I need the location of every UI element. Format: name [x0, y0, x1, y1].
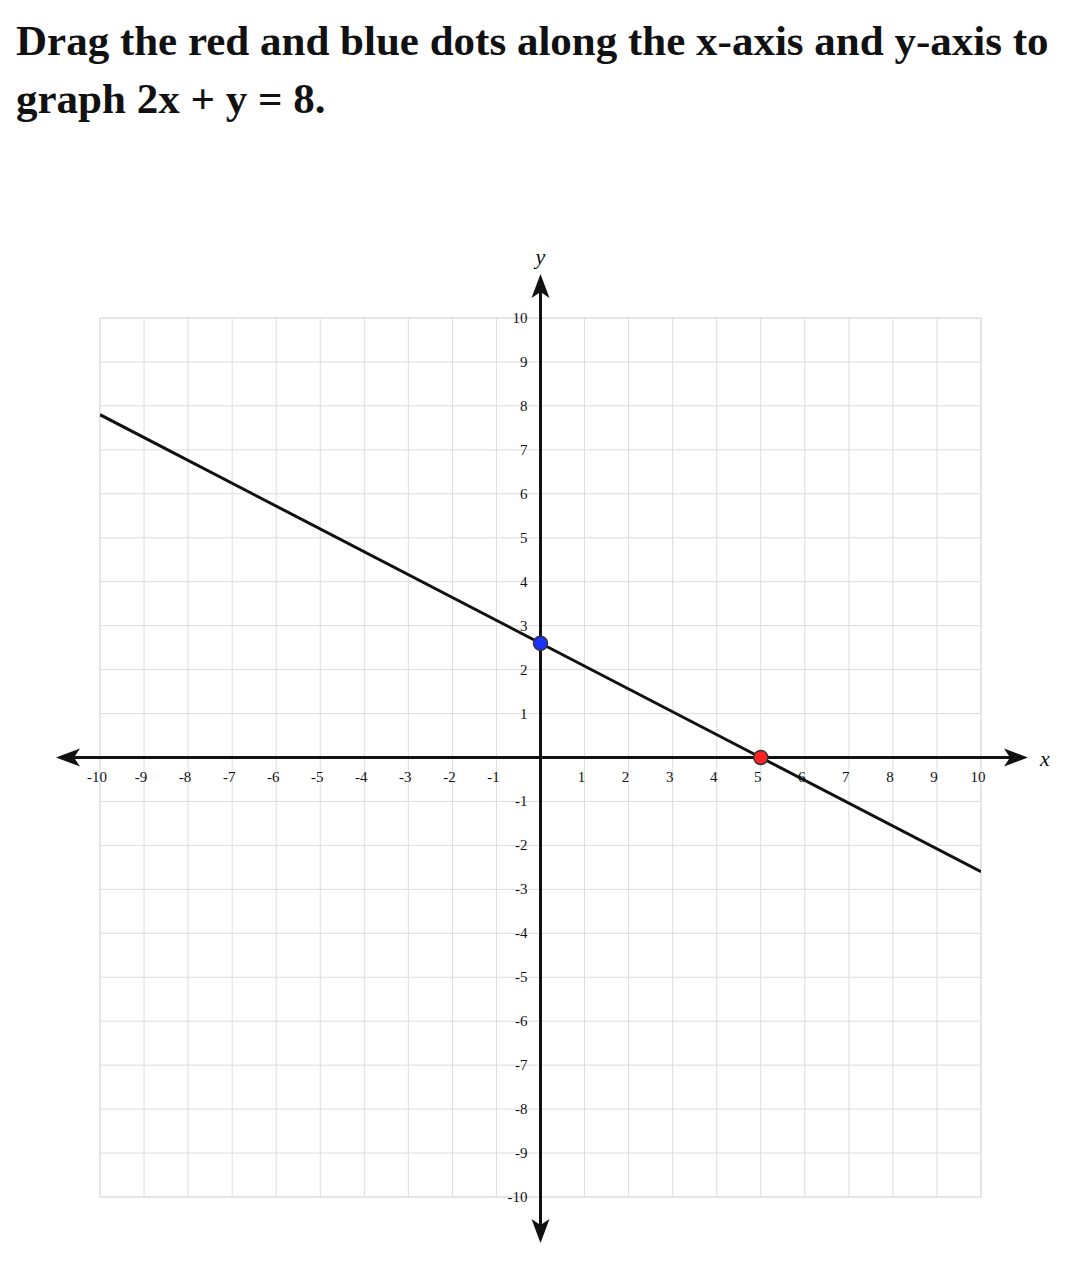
x-tick-label: 1 [578, 769, 586, 785]
y-tick-label: 9 [520, 354, 528, 370]
x-tick-label: -5 [311, 769, 324, 785]
line-extension [100, 415, 541, 644]
y-tick-label: 8 [520, 398, 528, 414]
x-tick-label: -8 [179, 769, 192, 785]
y-tick-label: 3 [520, 618, 528, 634]
y-axis-arrow [532, 274, 550, 298]
x-tick-label: -3 [399, 769, 412, 785]
y-axis-arrow [532, 1219, 550, 1243]
title: Drag the red and blue dots along the x-a… [16, 12, 1066, 128]
plot-area [100, 415, 981, 872]
y-tick-label: -4 [515, 925, 528, 941]
x-tick-label: 3 [666, 769, 674, 785]
y-tick-label: -6 [515, 1013, 528, 1029]
y-tick-label: -3 [515, 881, 528, 897]
x-tick-label: 2 [622, 769, 630, 785]
y-tick-label: -10 [508, 1189, 528, 1205]
y-tick-label: 2 [520, 662, 528, 678]
x-tick-label: -7 [223, 769, 236, 785]
x-tick-label: -1 [487, 769, 500, 785]
graph-line [541, 643, 761, 757]
x-axis-label: x [1039, 746, 1050, 771]
chart: -10 -9 -8 -7 -6 -5 -4 -3 -2 -1 1 2 3 4 5 6 7 8 9 10 -10 -9 -8 -… [0, 0, 1084, 1283]
drag-point[interactable] [754, 751, 768, 765]
y-tick-label: -7 [515, 1057, 528, 1073]
y-tick-label: 6 [520, 486, 528, 502]
y-tick-label: -9 [515, 1145, 528, 1161]
y-tick-label: 1 [520, 706, 528, 722]
x-tick-label: -9 [135, 769, 148, 785]
x-tick-label: -6 [267, 769, 280, 785]
y-tick-label: 5 [520, 530, 528, 546]
y-axis-label: y [534, 244, 546, 269]
y-tick-label: -1 [515, 793, 528, 809]
x-tick-label: 10 [971, 769, 986, 785]
x-tick-label: 5 [754, 769, 762, 785]
y-tick-label: -2 [515, 837, 528, 853]
x-axis-arrow [56, 749, 80, 767]
x-tick-label: 8 [886, 769, 894, 785]
y-axis [539, 282, 542, 1235]
x-tick-label: 4 [710, 769, 718, 785]
x-tick-label: 9 [930, 769, 938, 785]
x-tick-label: -2 [443, 769, 456, 785]
y-tick-label: 7 [520, 442, 528, 458]
y-tick-label: 10 [513, 310, 528, 326]
drag-point[interactable] [534, 636, 548, 650]
x-tick-label: 7 [842, 769, 850, 785]
y-tick-label: -8 [515, 1101, 528, 1117]
x-tick-label: -10 [87, 769, 107, 785]
y-tick-label: -5 [515, 969, 528, 985]
line-extension [761, 758, 981, 872]
y-tick-label: 4 [520, 574, 528, 590]
x-axis-arrow [1004, 749, 1028, 767]
x-tick-label: -4 [355, 769, 368, 785]
